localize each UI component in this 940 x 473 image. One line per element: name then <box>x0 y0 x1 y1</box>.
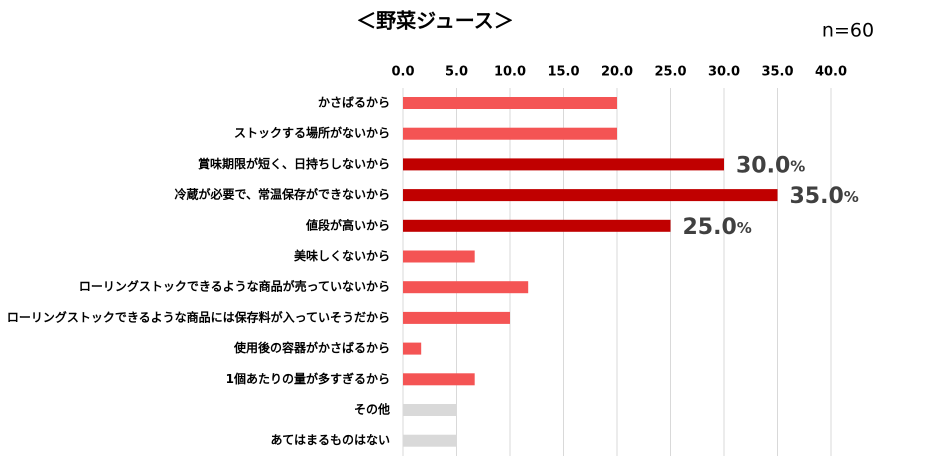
bar <box>403 189 778 202</box>
data-label-number: 25.0 <box>683 215 737 240</box>
y-tick-label: 冷蔵が必要で、常温保存ができないから <box>174 187 390 202</box>
x-tick-label: 35.0 <box>761 65 793 80</box>
y-tick-label: あてはまるものはない <box>270 433 390 447</box>
chart-title: ＜野菜ジュース＞ <box>356 9 514 33</box>
x-tick-label: 0.0 <box>391 65 414 80</box>
sample-size: n=60 <box>822 20 874 42</box>
bar <box>403 281 529 294</box>
y-tick-label: 値段が高いから <box>305 217 390 232</box>
data-label-unit: % <box>790 157 805 175</box>
x-tick-label: 25.0 <box>654 65 686 80</box>
bar <box>403 404 457 416</box>
bar <box>403 250 475 263</box>
bar <box>403 219 671 232</box>
y-tick-label: 美味しくないから <box>294 248 390 263</box>
data-label: 35.0% <box>790 184 859 209</box>
x-tick-label: 30.0 <box>708 65 740 80</box>
y-tick-label: かさばるから <box>318 95 390 110</box>
y-tick-label: ローリングストックできるような商品が売っていないから <box>79 279 390 294</box>
bar <box>403 97 617 109</box>
data-label-unit: % <box>737 218 752 236</box>
y-tick-label: ストックする場所がないから <box>234 125 390 140</box>
data-label-number: 30.0 <box>736 153 790 178</box>
x-tick-label: 5.0 <box>445 65 468 80</box>
bar <box>403 158 724 171</box>
data-label-unit: % <box>844 188 859 206</box>
bar <box>403 373 475 386</box>
x-tick-label: 10.0 <box>494 65 526 80</box>
data-label-number: 35.0 <box>790 184 844 209</box>
data-label: 30.0% <box>736 153 805 178</box>
bar <box>403 434 457 447</box>
y-tick-label: 1個あたりの量が多すぎるから <box>226 371 390 386</box>
y-tick-label: 賞味期限が短く、日持ちしないから <box>198 156 390 171</box>
y-tick-label: ローリングストックできるような商品には保存料が入っていそうだから <box>7 309 390 324</box>
y-tick-label: その他 <box>354 402 390 417</box>
x-tick-label: 20.0 <box>601 65 633 80</box>
bar <box>403 311 510 324</box>
bar <box>403 342 422 355</box>
x-tick-label: 15.0 <box>547 65 579 80</box>
y-tick-label: 使用後の容器がかさばるから <box>233 340 390 355</box>
data-label: 25.0% <box>683 215 752 240</box>
x-tick-label: 40.0 <box>815 65 847 80</box>
bar <box>403 127 617 140</box>
